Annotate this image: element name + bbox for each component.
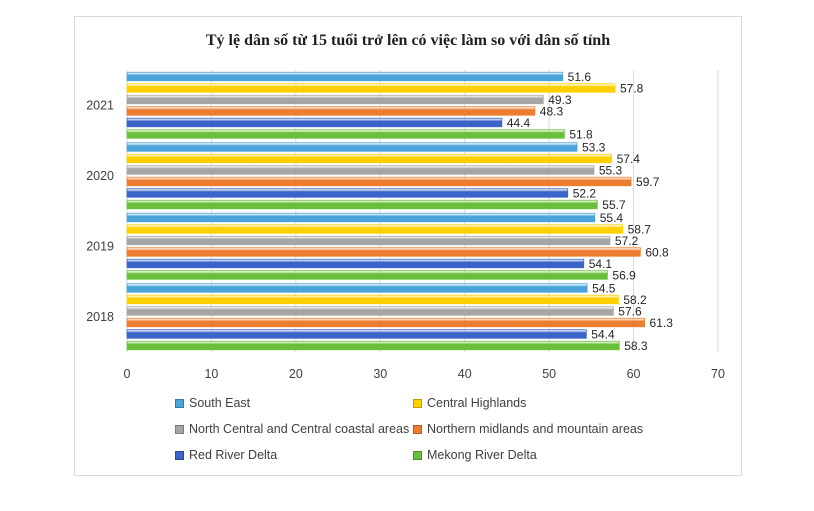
bar <box>126 247 641 257</box>
bar <box>126 294 619 305</box>
data-label: 51.6 <box>568 70 592 84</box>
data-label: 59.7 <box>636 175 660 189</box>
bar <box>126 176 632 187</box>
data-label: 51.8 <box>569 128 593 142</box>
legend-item: North Central and Central coastal areas <box>175 422 409 436</box>
data-label: 55.7 <box>602 198 626 212</box>
legend-label: Mekong River Delta <box>427 448 537 462</box>
legend-item: Central Highlands <box>413 396 526 410</box>
legend-label: South East <box>189 396 251 410</box>
bar <box>126 142 578 152</box>
data-label: 60.8 <box>645 246 669 260</box>
bar <box>126 129 565 139</box>
data-label: 57.4 <box>617 152 641 166</box>
legend-swatch <box>413 398 422 408</box>
y-category-label: 2019 <box>86 239 114 253</box>
bar <box>126 117 503 128</box>
y-category-label: 2018 <box>86 310 114 324</box>
bar <box>126 212 596 223</box>
bar <box>126 165 595 175</box>
data-label: 54.5 <box>592 282 616 296</box>
bar <box>126 188 569 198</box>
legend-item: South East <box>175 396 250 410</box>
x-tick-label: 70 <box>711 367 725 381</box>
x-tick-label: 30 <box>373 367 387 381</box>
legend-item: Northern midlands and mountain areas <box>413 422 643 436</box>
data-label: 58.7 <box>628 223 652 237</box>
bar <box>126 283 588 293</box>
x-tick-label: 40 <box>458 367 472 381</box>
data-label: 55.4 <box>600 211 624 225</box>
data-label: 58.2 <box>623 293 647 307</box>
data-label: 54.1 <box>589 257 613 271</box>
legend-item: Red River Delta <box>175 448 277 462</box>
gridlines <box>126 70 719 352</box>
legend-label: Red River Delta <box>189 448 278 462</box>
bar <box>126 106 536 116</box>
data-label: 53.3 <box>582 141 606 155</box>
bar <box>126 317 645 328</box>
data-label: 55.3 <box>599 164 623 178</box>
legend-swatch <box>413 424 422 434</box>
y-category-label: 2021 <box>86 98 114 112</box>
bar <box>126 306 614 316</box>
data-label: 56.9 <box>612 269 636 283</box>
chart-area <box>74 16 742 476</box>
legend-swatch <box>175 398 184 408</box>
x-tick-label: 0 <box>124 367 131 381</box>
legend-label: Northern midlands and mountain areas <box>427 422 644 436</box>
data-label: 58.3 <box>624 339 648 353</box>
data-label: 57.6 <box>618 305 642 319</box>
data-label: 57.8 <box>620 82 644 96</box>
legend-item: Mekong River Delta <box>413 448 537 462</box>
bar <box>126 340 620 351</box>
bars <box>126 71 645 351</box>
data-label: 61.3 <box>650 316 674 330</box>
data-label: 52.2 <box>573 187 597 201</box>
legend-label: Central Highlands <box>427 396 527 410</box>
bar <box>126 83 616 93</box>
x-tick-label: 60 <box>627 367 641 381</box>
legend-swatch <box>175 450 184 460</box>
bar <box>126 224 623 234</box>
data-label: 44.4 <box>507 116 531 130</box>
x-tick-label: 20 <box>289 367 303 381</box>
axis-labels: 0 10 20 30 40 50 60 70 2021 51.6 57.8 49.348.3 44.4 5… <box>86 70 725 381</box>
y-category-label: 2020 <box>86 169 114 183</box>
data-label: 49.3 <box>548 93 572 107</box>
bar <box>126 258 585 269</box>
legend-swatch <box>413 450 422 460</box>
data-label: 54.4 <box>591 328 615 342</box>
bar <box>126 153 613 164</box>
bar <box>126 71 564 82</box>
x-tick-label: 10 <box>204 367 218 381</box>
bar <box>126 199 598 210</box>
bar <box>126 235 611 246</box>
legend-swatch <box>175 424 184 434</box>
x-tick-label: 50 <box>542 367 556 381</box>
chart-title: Tỷ lệ dân số từ 15 tuổi trở lên có việc … <box>205 32 611 49</box>
data-label: 48.3 <box>540 105 564 119</box>
bar <box>126 270 608 280</box>
bar <box>126 94 544 105</box>
legend-label: North Central and Central coastal areas <box>189 422 410 436</box>
bar <box>126 329 587 339</box>
data-label: 57.2 <box>615 234 639 248</box>
